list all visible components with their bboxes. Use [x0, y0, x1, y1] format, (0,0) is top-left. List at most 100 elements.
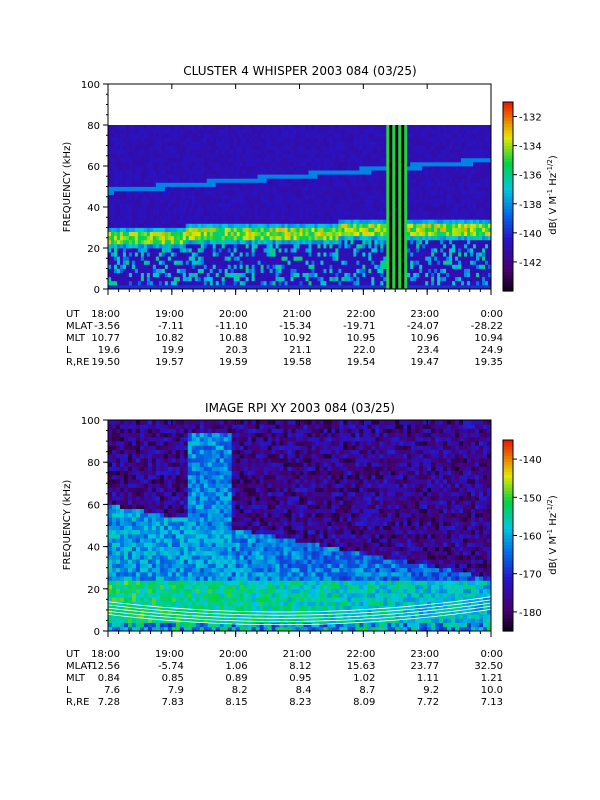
spectrogram-cell: [290, 223, 294, 228]
spectrogram-cell: [314, 129, 318, 134]
spectrogram-cell: [251, 223, 256, 228]
spectrogram-cell: [242, 157, 247, 163]
spectrogram-cell: [338, 260, 342, 265]
spectrogram-cell: [173, 235, 178, 241]
spectrogram-cell: [146, 284, 151, 290]
spectrogram-cell: [218, 145, 223, 150]
spectrogram-cell: [164, 260, 169, 265]
spectrogram-cell: [332, 141, 336, 146]
spectrogram-cell: [470, 194, 474, 200]
spectrogram-cell: [380, 157, 384, 163]
spectrogram-cell: [287, 166, 291, 171]
spectrogram-cell: [179, 211, 184, 216]
spectrogram-cell: [308, 145, 312, 150]
spectrogram-cell: [260, 149, 264, 155]
spectrogram-cell: [146, 133, 151, 138]
spectrogram-cell: [239, 125, 244, 130]
spectrogram-cell: [395, 211, 399, 216]
spectrogram-cell: [458, 194, 462, 200]
spectrogram-cell: [128, 129, 133, 134]
spectrogram-cell: [407, 153, 411, 159]
spectrogram-cell: [377, 211, 381, 216]
spectrogram-cell: [110, 194, 115, 200]
spectrogram-cell: [311, 280, 315, 286]
spectrogram-cell: [323, 186, 327, 191]
spectrogram-cell: [449, 243, 453, 249]
spectrogram-cell: [170, 174, 175, 179]
spectrogram-cell: [428, 227, 432, 232]
spectrogram-cell: [266, 149, 270, 155]
spectrogram-cell: [428, 149, 432, 155]
spectrogram-cell: [368, 157, 372, 163]
spectrogram-cell: [209, 194, 214, 200]
spectrogram-cell: [440, 198, 444, 204]
spectrogram-cell: [404, 248, 408, 253]
spectrogram-cell: [326, 207, 330, 212]
spectrogram-cell: [359, 182, 363, 187]
spectrogram-cell: [365, 137, 369, 142]
spectrogram-cell: [257, 198, 262, 204]
spectrogram-cell: [356, 194, 360, 200]
spectrogram-cell: [173, 202, 178, 208]
spectrogram-cell: [392, 149, 396, 155]
spectrogram-cell: [173, 284, 178, 290]
spectrogram-cell: [122, 243, 127, 249]
spectrogram-cell: [152, 186, 157, 191]
spectrogram-cell: [395, 198, 399, 204]
spectrogram-cell: [431, 178, 435, 183]
spectrogram-cell: [416, 215, 420, 220]
spectrogram-cell: [257, 207, 262, 212]
spectrogram-cell: [191, 284, 196, 290]
spectrogram-cell: [239, 211, 244, 216]
spectrogram-cell: [341, 272, 345, 278]
spectrogram-cell: [473, 166, 477, 171]
spectrogram-cell: [335, 280, 339, 286]
spectrogram-cell: [476, 264, 480, 269]
spectrogram-cell: [254, 129, 259, 134]
spectrogram-cell: [404, 174, 408, 179]
spectrogram-cell: [308, 235, 312, 241]
spectrogram-cell: [437, 280, 441, 286]
spectrogram-cell: [161, 207, 166, 212]
spectrogram-cell: [452, 174, 456, 179]
spectrogram-cell: [413, 149, 417, 155]
spectrogram-cell: [332, 280, 336, 286]
spectrogram-cell: [323, 276, 327, 282]
spectrogram-cell: [416, 153, 420, 159]
spectrogram-cell: [281, 178, 285, 183]
spectrogram-cell: [356, 157, 360, 163]
spectrogram-cell: [452, 166, 456, 171]
spectrogram-cell: [119, 133, 124, 138]
spectrogram-cell: [344, 211, 348, 216]
spectrogram-cell: [422, 198, 426, 204]
spectrogram-cell: [209, 149, 214, 155]
spectrogram-cell: [347, 252, 351, 257]
spectrogram-cell: [320, 231, 324, 237]
spectrogram-cell: [305, 161, 309, 167]
spectrogram-cell: [434, 161, 438, 167]
spectrogram-cell: [173, 182, 178, 187]
spectrogram-cell: [125, 153, 130, 159]
spectrogram-cell: [293, 227, 297, 232]
spectrogram-cell: [386, 280, 390, 286]
spectrogram-cell: [173, 243, 178, 249]
spectrogram-cell: [278, 182, 282, 187]
spectrogram-cell: [140, 268, 145, 273]
spectrogram-cell: [344, 153, 348, 159]
spectrogram-cell: [317, 186, 321, 191]
spectrogram-cell: [389, 264, 393, 269]
spectrogram-cell: [203, 202, 208, 208]
spectrogram-cell: [305, 223, 309, 228]
spectrogram-cell: [407, 161, 411, 167]
spectrogram-cell: [467, 243, 471, 249]
spectrogram-cell: [317, 252, 321, 257]
spectrogram-cell: [125, 231, 130, 237]
spectrogram-cell: [443, 166, 447, 171]
spectrogram-cell: [437, 145, 441, 150]
spectrogram-cell: [314, 256, 318, 261]
spectrogram-cell: [296, 149, 300, 155]
spectrogram-cell: [311, 186, 315, 191]
spectrogram-cell: [446, 141, 450, 146]
spectrogram-cell: [383, 227, 387, 232]
spectrogram-cell: [218, 252, 223, 257]
